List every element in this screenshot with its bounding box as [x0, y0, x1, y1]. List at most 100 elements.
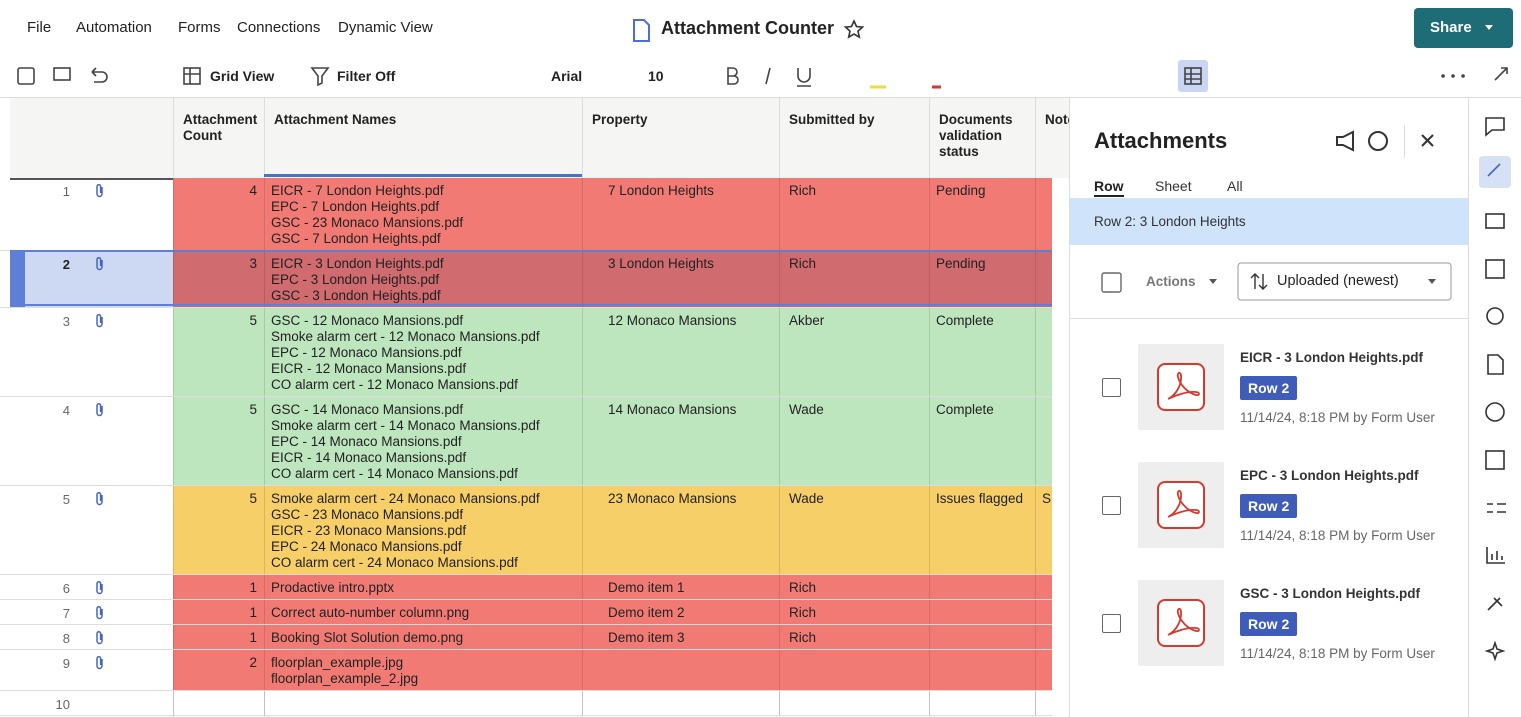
row-number: 2 [62, 257, 70, 272]
clip-icon[interactable] [94, 580, 106, 596]
menu-item[interactable]: File [27, 19, 52, 36]
item-name: EPC - 3 London Heights.pdf [1240, 468, 1419, 483]
attachment-count: 5 [249, 313, 257, 328]
grid-row: 9 2 floorplan_example.jpg floorplan_example… [0, 650, 1069, 691]
menu-item[interactable]: Automation [76, 19, 152, 36]
cell-divider [582, 625, 583, 649]
pdf-icon [1157, 363, 1205, 411]
attachment-name: EICR - 23 Monaco Mansions.pdf [271, 523, 467, 538]
item-checkbox[interactable] [1102, 496, 1121, 515]
attachment-name: GSC - 3 London Heights.pdf [271, 288, 441, 303]
column-highlight [264, 174, 582, 177]
actions-menu[interactable]: Actions [1146, 274, 1196, 289]
item-thumbnail [1138, 462, 1224, 548]
cell-divider [264, 625, 265, 649]
item-checkbox[interactable] [1102, 378, 1121, 397]
cell-divider [264, 600, 265, 624]
font-selector: Arial [551, 68, 583, 84]
cell-divider [1035, 625, 1036, 649]
clip-icon[interactable] [94, 655, 106, 671]
item-name: EICR - 3 London Heights.pdf [1240, 350, 1423, 365]
attachment-count: 1 [249, 605, 257, 620]
row-number: 7 [62, 606, 70, 621]
cell-divider [582, 691, 583, 715]
attachment-name: GSC - 14 Monaco Mansions.pdf [271, 402, 464, 417]
grid-row: 4 5 GSC - 14 Monaco Mansions.pdf Smoke alar… [0, 397, 1069, 486]
clip-icon[interactable] [94, 605, 106, 621]
selected-row: Row 2: 3 London Heights [1094, 214, 1246, 229]
cell-divider [582, 486, 583, 574]
row-fill [173, 575, 1052, 599]
attachment-name: CO alarm cert - 24 Monaco Mansions.pdf [271, 555, 518, 570]
attachment-name: Smoke alarm cert - 14 Monaco Mansions.pd… [271, 418, 540, 433]
attachment-name: GSC - 12 Monaco Mansions.pdf [271, 313, 464, 328]
row-number: 9 [62, 656, 70, 671]
cell-divider [173, 575, 174, 599]
clip-icon[interactable] [94, 256, 106, 272]
attachment-icon [94, 580, 106, 599]
cell-divider [582, 650, 583, 690]
grid-row: 1 4 EICR - 7 London Heights.pdf EPC - 7 Lon… [0, 178, 1069, 251]
cell-divider [779, 600, 780, 624]
row-fill [173, 178, 1052, 250]
column-header: Property [592, 112, 648, 127]
item-name: GSC - 3 London Heights.pdf [1240, 586, 1420, 601]
cell-divider [1035, 397, 1036, 485]
cell-divider [779, 650, 780, 690]
panel-tab[interactable]: All [1227, 178, 1243, 194]
clip-icon[interactable] [94, 402, 106, 418]
attachment-name: EICR - 14 Monaco Mansions.pdf [271, 450, 467, 465]
submitted-cell: Rich [789, 630, 817, 645]
attachment-name: Smoke alarm cert - 12 Monaco Mansions.pd… [271, 329, 540, 344]
attachment-name: EICR - 3 London Heights.pdf [271, 256, 444, 271]
cell-divider [173, 600, 174, 624]
item-meta: 11/14/24, 8:18 PM by Form User [1240, 410, 1435, 425]
attachment-name: EPC - 24 Monaco Mansions.pdf [271, 539, 462, 554]
cell-divider [264, 691, 265, 715]
cell-divider [779, 575, 780, 599]
clip-icon[interactable] [94, 183, 106, 199]
attachment-name: Prodactive intro.pptx [271, 580, 395, 595]
sort-selector[interactable]: Uploaded (newest) [1277, 273, 1399, 289]
menu-item[interactable]: Connections [237, 19, 321, 36]
property-cell: 3 London Heights [608, 256, 714, 271]
clip-icon[interactable] [94, 491, 106, 507]
cell-divider [779, 178, 780, 250]
attachment-name: GSC - 23 Monaco Mansions.pdf [271, 215, 464, 230]
row-fill [173, 600, 1052, 624]
attachment-count: 3 [249, 256, 257, 271]
cell-divider [929, 178, 930, 250]
status-cell: Issues flagged [936, 491, 1024, 506]
cell-divider [1035, 575, 1036, 599]
attachment-count: 2 [249, 655, 257, 670]
item-meta: 11/14/24, 8:18 PM by Form User [1240, 646, 1435, 661]
attachment-icon [94, 402, 106, 421]
attachment-name: GSC - 23 Monaco Mansions.pdf [271, 507, 464, 522]
clip-icon[interactable] [94, 313, 106, 329]
clip-icon[interactable] [94, 630, 106, 646]
submitted-cell: Rich [789, 256, 817, 271]
panel-title: Attachments [1094, 128, 1228, 153]
panel-tab[interactable]: Sheet [1155, 178, 1192, 194]
column-header: Attachment Count [183, 112, 258, 143]
item-row-badge: Row 2 [1240, 494, 1298, 518]
view-selector: Grid View [210, 68, 275, 84]
cell-divider [929, 600, 930, 624]
menu-item[interactable]: Forms [178, 19, 221, 36]
item-checkbox[interactable] [1102, 614, 1121, 633]
cell-divider [929, 575, 930, 599]
cell-divider [173, 691, 174, 715]
cell-divider [779, 397, 780, 485]
grid-row: 8 1 Booking Slot Solution demo.png Demo ite… [0, 625, 1069, 650]
row-fill [173, 251, 1052, 307]
property-cell: Demo item 2 [608, 605, 685, 620]
share-button[interactable]: Share [1430, 19, 1472, 36]
menu-item[interactable]: Dynamic View [338, 19, 433, 36]
attachment-icon [94, 655, 106, 674]
cell-divider [779, 625, 780, 649]
attachment-icon [94, 313, 106, 332]
column-header: Attachment Names [274, 112, 397, 127]
panel-tab[interactable]: Row [1094, 178, 1124, 194]
status-cell: Complete [936, 402, 994, 417]
